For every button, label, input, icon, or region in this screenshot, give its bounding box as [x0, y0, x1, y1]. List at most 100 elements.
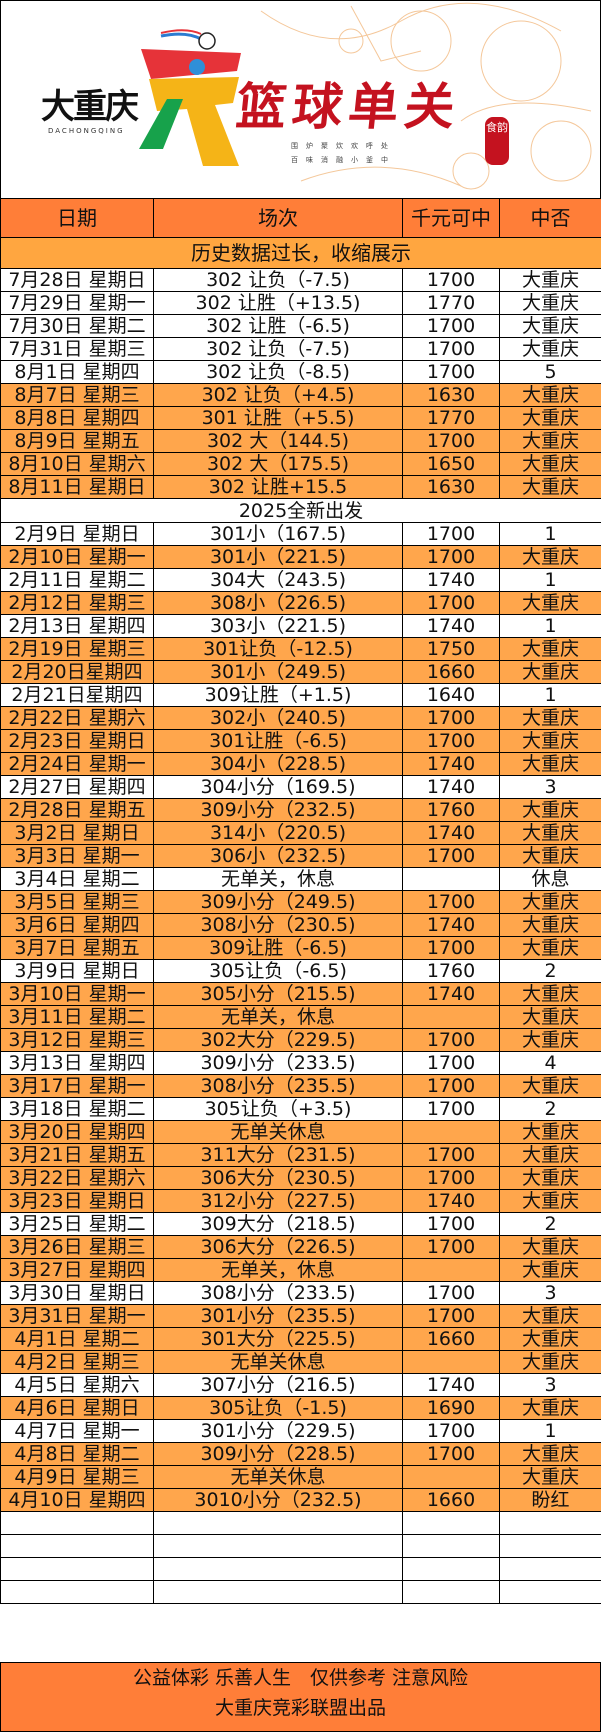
table-row: 2月27日 星期四 304小分（169.5) 1740 3 — [0, 775, 601, 799]
cell-result: 大重庆 — [499, 798, 601, 822]
cell-amount: 1700 — [402, 1235, 500, 1259]
cell-date: 4月6日 星期日 — [0, 1396, 154, 1420]
cell-amount: 1740 — [402, 752, 500, 776]
empty-cell — [153, 1534, 403, 1558]
table-row: 3月30日 星期日 308小分（233.5) 1700 3 — [0, 1281, 601, 1305]
cell-result: 大重庆 — [499, 1028, 601, 1052]
cell-result: 大重庆 — [499, 1235, 601, 1259]
cell-amount: 1630 — [402, 475, 500, 499]
table-row: 3月25日 星期二 309大分（218.5) 1700 2 — [0, 1212, 601, 1236]
cell-date: 8月11日 星期日 — [0, 475, 154, 499]
cell-date: 8月8日 星期四 — [0, 406, 154, 430]
cell-amount: 1640 — [402, 683, 500, 707]
cell-amount: 1700 — [402, 706, 500, 730]
footer-line-2: 大重庆竞彩联盟出品 — [214, 1697, 386, 1719]
table-row: 4月2日 星期三 无单关休息 大重庆 — [0, 1350, 601, 1374]
empty-cell — [402, 1511, 500, 1535]
cell-match: 306大分（230.5) — [153, 1166, 403, 1190]
cell-match: 302 让负（-7.5) — [153, 268, 403, 292]
empty-cell — [0, 1511, 154, 1535]
cell-match: 309小分（228.5) — [153, 1442, 403, 1466]
cell-date: 8月7日 星期三 — [0, 383, 154, 407]
table-row: 8月1日 星期四 302 让负（-8.5) 1700 5 — [0, 360, 601, 384]
cell-match: 301让负（-12.5) — [153, 637, 403, 661]
cell-match: 301小分（235.5) — [153, 1304, 403, 1328]
table-row: 7月30日 星期二 302 让胜（-6.5) 1700 大重庆 — [0, 314, 601, 338]
cell-match: 301小分（229.5) — [153, 1419, 403, 1443]
cell-date: 2月12日 星期三 — [0, 591, 154, 615]
table-row: 4月7日 星期一 301小分（229.5) 1700 1 — [0, 1419, 601, 1443]
table-row: 3月22日 星期六 306大分（230.5) 1700 大重庆 — [0, 1166, 601, 1190]
cell-result: 大重庆 — [499, 268, 601, 292]
collapse-row[interactable]: 历史数据过长，收缩展示 — [0, 237, 601, 269]
empty-cell — [153, 1557, 403, 1581]
table-row: 2月28日 星期五 309小分（232.5) 1760 大重庆 — [0, 798, 601, 822]
cell-amount: 1700 — [402, 890, 500, 914]
cell-date: 3月21日 星期五 — [0, 1143, 154, 1167]
cell-amount: 1740 — [402, 1189, 500, 1213]
cell-match: 305让负（-6.5) — [153, 959, 403, 983]
cell-date: 7月31日 星期三 — [0, 337, 154, 361]
cell-amount: 1700 — [402, 1143, 500, 1167]
cell-date: 4月10日 星期四 — [0, 1488, 154, 1512]
header-result: 中否 — [499, 198, 601, 238]
table-row: 2月9日 星期日 301小（167.5) 1700 1 — [0, 522, 601, 546]
cell-amount: 1700 — [402, 1212, 500, 1236]
table-row: 3月10日 星期一 305小分（215.5) 1740 大重庆 — [0, 982, 601, 1006]
cell-result: 4 — [499, 1051, 601, 1075]
cell-result: 3 — [499, 1281, 601, 1305]
cell-date: 3月7日 星期五 — [0, 936, 154, 960]
cell-match: 无单关休息 — [153, 1465, 403, 1489]
cell-match: 301 让胜（+5.5) — [153, 406, 403, 430]
cell-match: 308小分（230.5) — [153, 913, 403, 937]
table-row: 4月10日 星期四 3010小分（232.5) 1660 盼红 — [0, 1488, 601, 1512]
cell-match: 301让胜（-6.5) — [153, 729, 403, 753]
cell-result: 大重庆 — [499, 314, 601, 338]
cell-result: 3 — [499, 1373, 601, 1397]
cell-date: 2月13日 星期四 — [0, 614, 154, 638]
cell-date: 3月23日 星期日 — [0, 1189, 154, 1213]
cell-result: 1 — [499, 522, 601, 546]
cell-date: 2月10日 星期一 — [0, 545, 154, 569]
cell-result: 大重庆 — [499, 1258, 601, 1282]
empty-cell — [499, 1534, 601, 1558]
cell-result: 大重庆 — [499, 291, 601, 315]
cell-result: 大重庆 — [499, 452, 601, 476]
table-row: 3月13日 星期四 309小分（233.5) 1700 4 — [0, 1051, 601, 1075]
cell-match: 305让负（-1.5) — [153, 1396, 403, 1420]
cell-date: 4月8日 星期二 — [0, 1442, 154, 1466]
table-row: 3月5日 星期三 309小分（249.5) 1700 大重庆 — [0, 890, 601, 914]
cell-result: 大重庆 — [499, 752, 601, 776]
cell-amount: 1700 — [402, 360, 500, 384]
cell-match: 302 让胜+15.5 — [153, 475, 403, 499]
cell-match: 308小分（233.5) — [153, 1281, 403, 1305]
cell-date: 2月21日星期四 — [0, 683, 154, 707]
cell-date: 2月9日 星期日 — [0, 522, 154, 546]
cell-match: 3010小分（232.5) — [153, 1488, 403, 1512]
empty-row — [0, 1534, 601, 1558]
table-row: 2月22日 星期六 302小（240.5) 1700 大重庆 — [0, 706, 601, 730]
cell-match: 301小（249.5) — [153, 660, 403, 684]
cell-amount: 1760 — [402, 959, 500, 983]
brand-logo-subtext: DACHONGQING — [48, 127, 125, 135]
footer: 公益体彩 乐善人生 仅供参考 注意风险 大重庆竞彩联盟出品 — [0, 1662, 601, 1732]
empty-cell — [153, 1511, 403, 1535]
cell-result: 大重庆 — [499, 1396, 601, 1420]
table-row: 3月2日 星期日 314小（220.5) 1740 大重庆 — [0, 821, 601, 845]
cell-date: 8月9日 星期五 — [0, 429, 154, 453]
cell-result: 3 — [499, 775, 601, 799]
cell-result: 大重庆 — [499, 591, 601, 615]
cell-date: 2月19日 星期三 — [0, 637, 154, 661]
cell-result: 大重庆 — [499, 982, 601, 1006]
table-row: 2月13日 星期四 303小（221.5) 1740 1 — [0, 614, 601, 638]
table-row: 3月18日 星期二 305让负（+3.5) 1700 2 — [0, 1097, 601, 1121]
cell-date: 7月30日 星期二 — [0, 314, 154, 338]
collapse-note[interactable]: 历史数据过长，收缩展示 — [0, 237, 601, 269]
cell-match: 303小（221.5) — [153, 614, 403, 638]
seal-stamp: 食韵 — [485, 117, 509, 165]
table-row: 3月11日 星期二 无单关，休息 大重庆 — [0, 1005, 601, 1029]
cell-result: 大重庆 — [499, 821, 601, 845]
cell-date: 2月11日 星期二 — [0, 568, 154, 592]
cell-amount: 1700 — [402, 1281, 500, 1305]
cell-match: 301大分（225.5) — [153, 1327, 403, 1351]
